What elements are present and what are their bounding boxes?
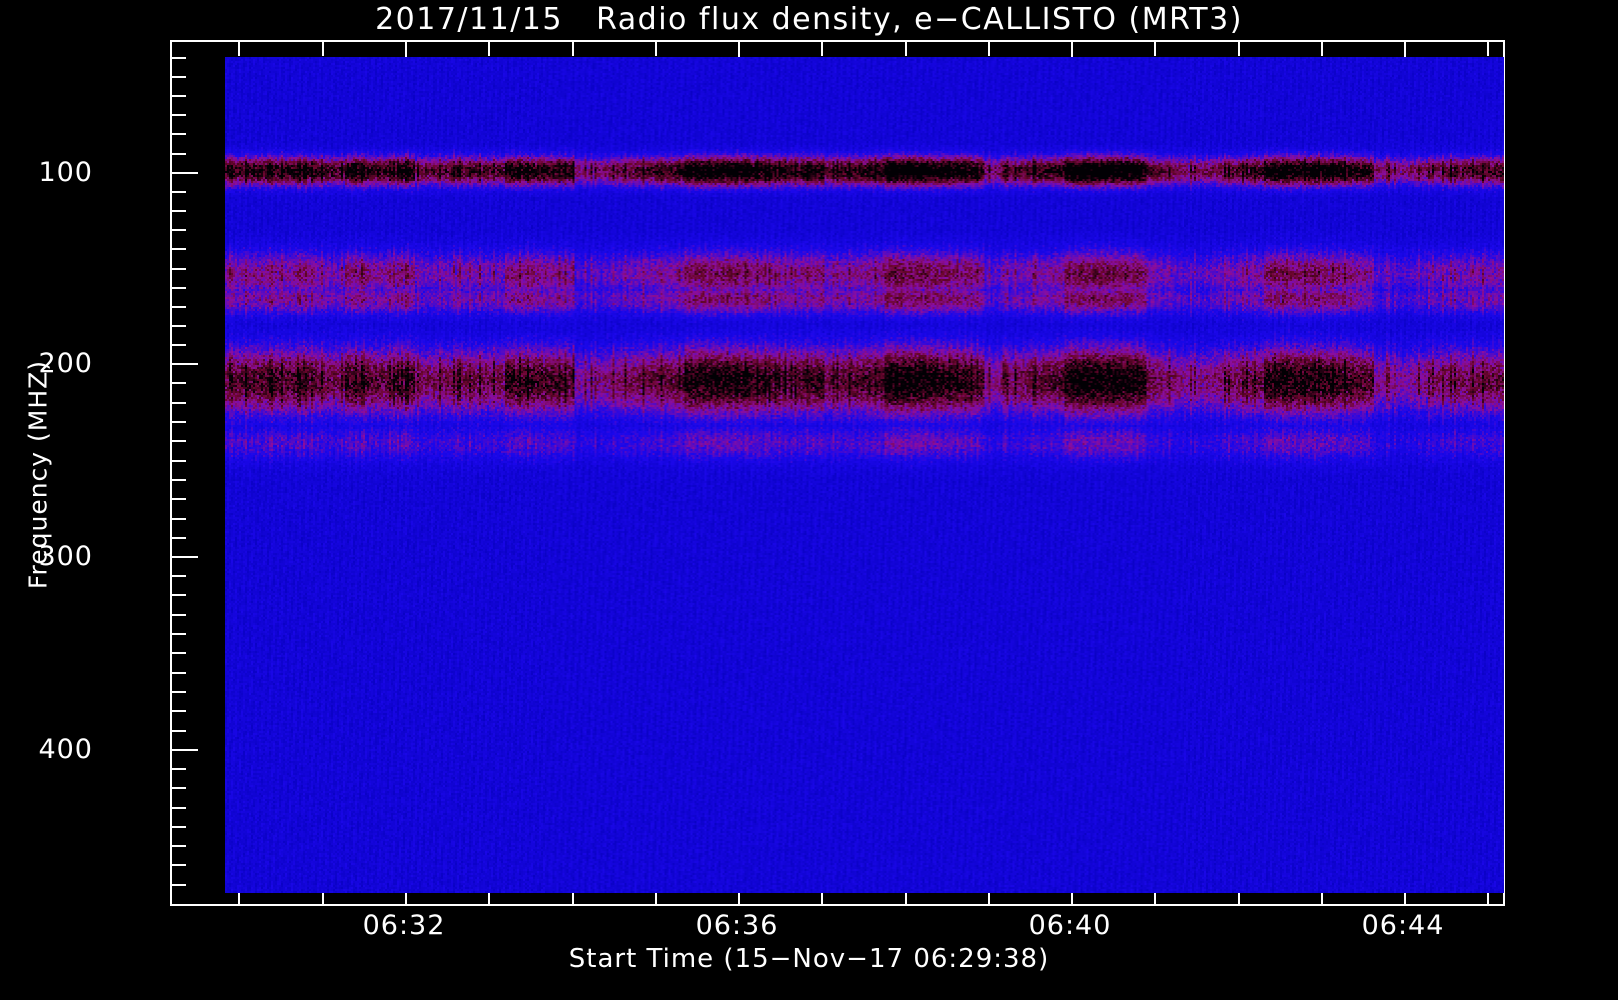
y-tick-minor	[172, 518, 186, 520]
y-tick-minor	[172, 787, 186, 789]
x-tick-top-minor	[655, 42, 657, 56]
x-tick-minor	[1238, 890, 1240, 904]
y-tick-minor	[172, 498, 186, 500]
x-tick-label-0644: 06:44	[1361, 910, 1445, 941]
y-tick-minor	[172, 730, 186, 732]
x-tick-minor	[1487, 890, 1489, 904]
y-tick-minor	[172, 306, 186, 308]
y-tick-major-300	[172, 556, 198, 558]
x-tick-top-minor	[1238, 42, 1240, 56]
y-tick-minor	[172, 479, 186, 481]
y-tick-minor	[172, 537, 186, 539]
y-tick-minor	[172, 229, 186, 231]
y-tick-minor	[172, 884, 186, 886]
y-tick-minor	[172, 153, 186, 155]
y-tick-minor	[172, 614, 186, 616]
x-tick-top-minor	[1487, 42, 1489, 56]
x-tick-top-minor	[572, 42, 574, 56]
x-tick-minor	[655, 890, 657, 904]
y-tick-label-200: 200	[38, 348, 93, 379]
x-axis-title: Start Time (15−Nov−17 06:29:38)	[568, 944, 1050, 974]
y-tick-minor	[172, 652, 186, 654]
x-tick-top-major-0640	[1071, 42, 1073, 68]
y-tick-minor	[172, 826, 186, 828]
y-tick-minor	[172, 864, 186, 866]
x-tick-top-major-0644	[1404, 42, 1406, 68]
y-tick-minor	[172, 460, 186, 462]
x-tick-top-minor	[238, 42, 240, 56]
y-tick-minor	[172, 210, 186, 212]
y-tick-minor	[172, 287, 186, 289]
y-tick-major-400	[172, 749, 198, 751]
x-tick-minor	[572, 890, 574, 904]
y-tick-minor	[172, 672, 186, 674]
spectrogram-image	[225, 57, 1504, 893]
x-tick-minor	[988, 890, 990, 904]
spectrogram-canvas	[225, 57, 1504, 893]
x-tick-label-0640: 06:40	[1028, 910, 1112, 941]
y-tick-minor	[172, 402, 186, 404]
y-tick-minor	[172, 382, 186, 384]
x-tick-top-minor	[488, 42, 490, 56]
x-tick-minor	[1154, 890, 1156, 904]
y-tick-minor	[172, 248, 186, 250]
y-tick-minor	[172, 691, 186, 693]
y-tick-label-100: 100	[38, 157, 93, 188]
y-tick-label-400: 400	[38, 734, 93, 765]
y-axis-title: Frequency (MHZ)	[23, 359, 53, 590]
y-tick-minor	[172, 133, 186, 135]
x-tick-top-major-0632	[405, 42, 407, 68]
x-tick-top-minor	[1321, 42, 1323, 56]
y-tick-minor	[172, 633, 186, 635]
x-tick-top-minor	[1154, 42, 1156, 56]
page-title: 2017/11/15 Radio flux density, e−CALLIST…	[375, 2, 1243, 37]
x-tick-minor	[905, 890, 907, 904]
y-tick-minor	[172, 268, 186, 270]
y-tick-major-200	[172, 363, 198, 365]
y-tick-minor	[172, 440, 186, 442]
x-tick-top-minor	[988, 42, 990, 56]
x-tick-label-0632: 06:32	[362, 910, 446, 941]
y-tick-minor	[172, 710, 186, 712]
y-tick-minor	[172, 421, 186, 423]
y-tick-minor	[172, 768, 186, 770]
x-tick-minor	[238, 890, 240, 904]
y-tick-minor	[172, 191, 186, 193]
y-tick-minor	[172, 594, 186, 596]
x-tick-top-minor	[322, 42, 324, 56]
x-tick-minor	[488, 890, 490, 904]
y-tick-minor	[172, 76, 186, 78]
x-tick-label-0636: 06:36	[695, 910, 779, 941]
y-tick-minor	[172, 344, 186, 346]
y-tick-minor	[172, 114, 186, 116]
x-tick-top-minor	[821, 42, 823, 56]
y-tick-minor	[172, 845, 186, 847]
y-tick-minor	[172, 807, 186, 809]
x-tick-minor	[821, 890, 823, 904]
y-tick-label-300: 300	[38, 541, 93, 572]
x-tick-top-major-0636	[738, 42, 740, 68]
x-tick-minor	[322, 890, 324, 904]
y-tick-minor	[172, 325, 186, 327]
y-tick-minor	[172, 95, 186, 97]
y-tick-major-100	[172, 172, 198, 174]
x-tick-minor	[1321, 890, 1323, 904]
y-tick-minor	[172, 575, 186, 577]
x-tick-top-minor	[905, 42, 907, 56]
y-tick-minor	[172, 57, 186, 59]
